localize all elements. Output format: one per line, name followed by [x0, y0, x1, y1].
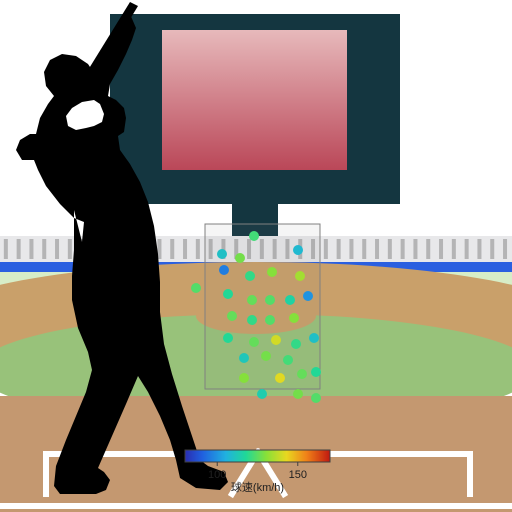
pitch-marker	[239, 353, 249, 363]
pitch-marker	[191, 283, 201, 293]
pitch-marker	[285, 295, 295, 305]
scoreboard-screen	[162, 30, 347, 170]
pitch-marker	[293, 389, 303, 399]
colorbar-tick: 100	[208, 469, 226, 481]
pitch-marker	[265, 295, 275, 305]
pitch-marker	[297, 369, 307, 379]
pitch-marker	[295, 271, 305, 281]
pitch-location-chart: 100 150 球速(km/h)	[0, 0, 512, 512]
pitch-marker	[261, 351, 271, 361]
pitch-marker	[257, 389, 267, 399]
pitch-marker	[311, 367, 321, 377]
pitch-marker	[293, 245, 303, 255]
pitch-marker	[219, 265, 229, 275]
pitch-marker	[311, 393, 321, 403]
pitch-marker	[249, 337, 259, 347]
pitch-marker	[249, 231, 259, 241]
pitch-marker	[245, 271, 255, 281]
pitch-marker	[275, 373, 285, 383]
pitch-marker	[223, 289, 233, 299]
pitch-marker	[289, 313, 299, 323]
pitch-marker	[223, 333, 233, 343]
pitch-marker	[271, 335, 281, 345]
colorbar-tick: 150	[289, 469, 307, 481]
pitch-marker	[239, 373, 249, 383]
pitch-marker	[247, 295, 257, 305]
pitch-marker	[227, 311, 237, 321]
pitch-marker	[309, 333, 319, 343]
colorbar-label: 球速(km/h)	[231, 480, 284, 494]
pitch-marker	[247, 315, 257, 325]
pitch-marker	[283, 355, 293, 365]
pitch-marker	[217, 249, 227, 259]
pitch-marker	[291, 339, 301, 349]
pitch-marker	[267, 267, 277, 277]
pitch-marker	[235, 253, 245, 263]
colorbar	[185, 450, 330, 462]
pitch-marker	[265, 315, 275, 325]
pitch-marker	[303, 291, 313, 301]
